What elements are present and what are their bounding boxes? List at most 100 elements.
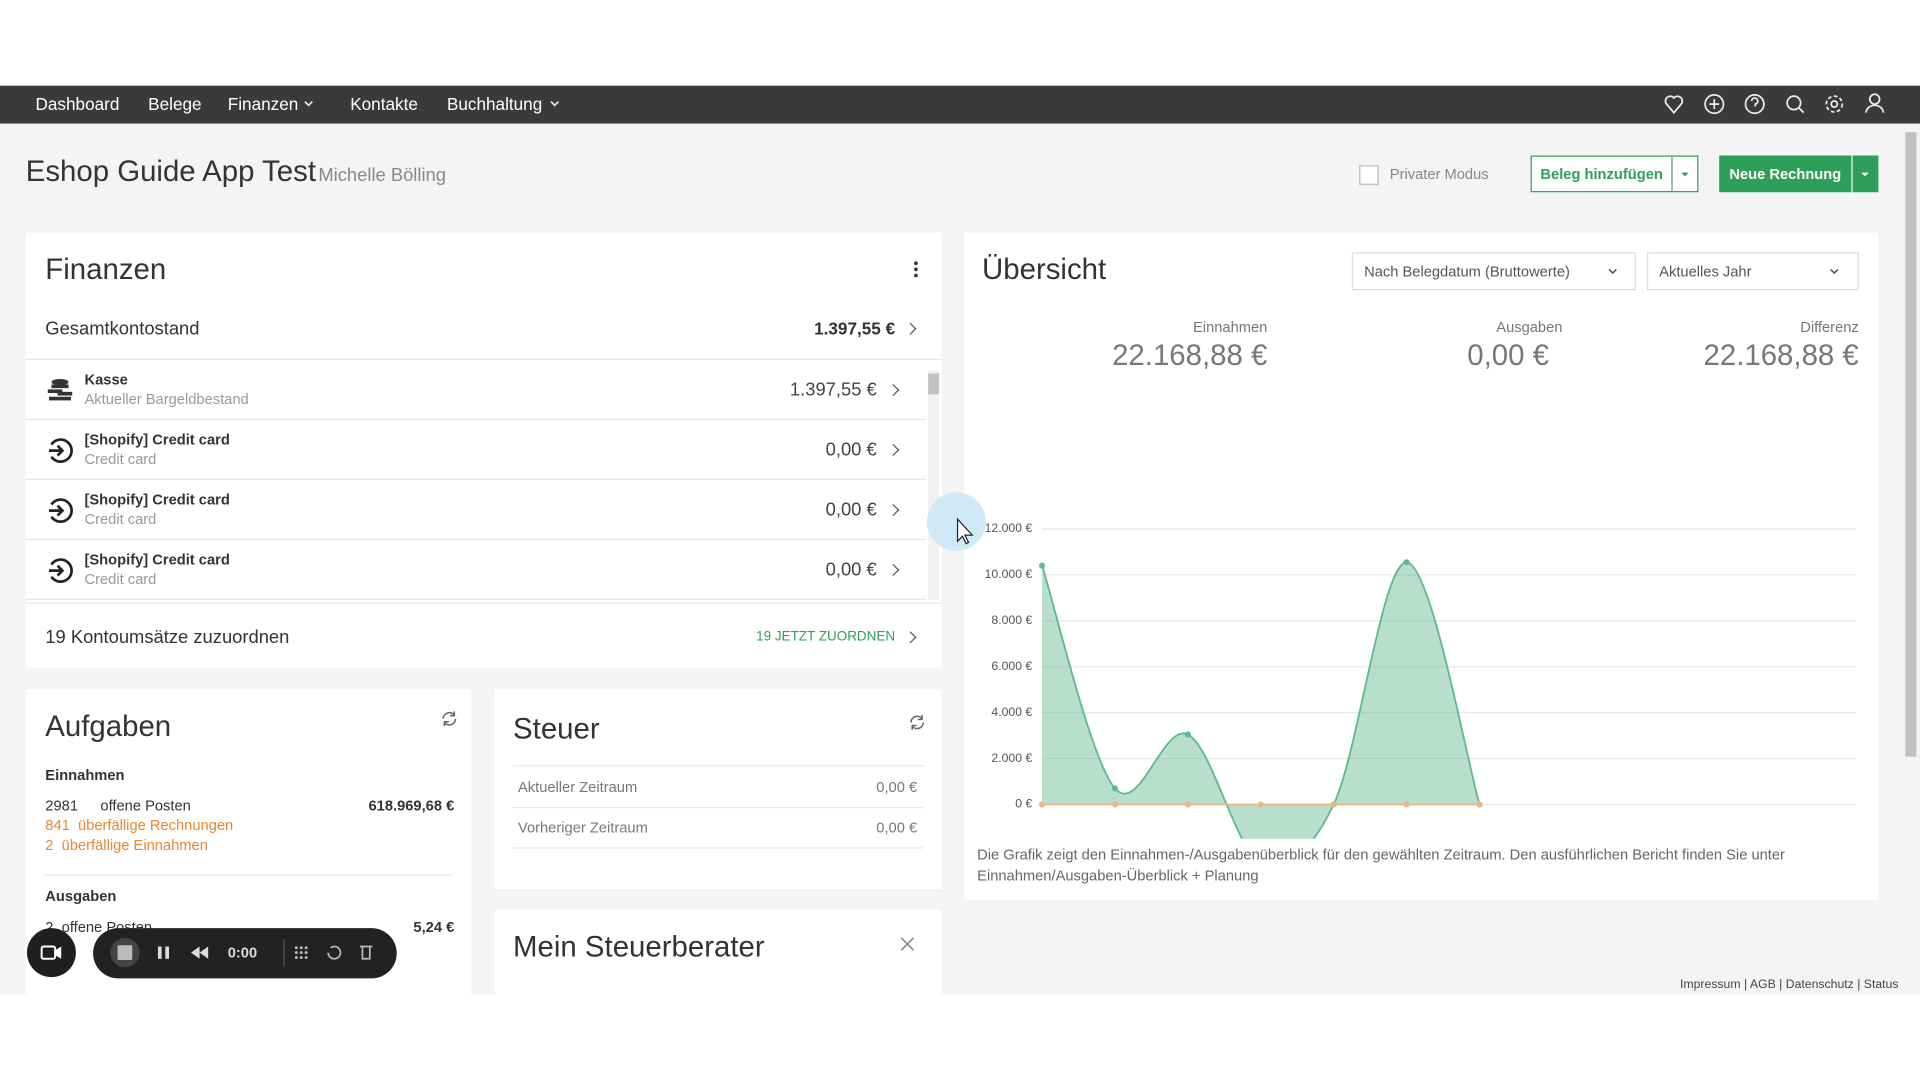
y-tick-label: 10.000 € <box>985 567 1033 581</box>
data-point <box>1330 801 1337 808</box>
footer-link[interactable]: Impressum <box>1680 978 1741 992</box>
account-row[interactable]: [Shopify] Credit card Credit card 0,00 € <box>25 540 926 601</box>
summary-value: 22.168,88 € <box>1703 339 1859 373</box>
button[interactable]: Neue Rechnung <box>1719 155 1852 193</box>
shopify-icon <box>48 498 73 523</box>
close-icon[interactable] <box>900 937 915 952</box>
account-row[interactable]: [Shopify] Credit card Credit card 0,00 € <box>25 480 926 541</box>
chevron <box>904 322 917 335</box>
tax-label: Aktueller Zeitraum <box>517 778 638 796</box>
account-name: [Shopify] Credit card <box>84 551 230 569</box>
y-tick-label: 8.000 € <box>991 613 1032 627</box>
account-name: Kasse <box>84 371 128 389</box>
camera-button[interactable] <box>26 928 76 978</box>
footer-links: Impressum | AGB | Datenschutz | Status <box>1680 978 1899 992</box>
y-tick-label: 2.000 € <box>991 751 1032 765</box>
dropdown[interactable]: Aktuelles Jahr <box>1646 252 1859 291</box>
y-tick-label: 0 € <box>1015 797 1032 811</box>
nav-item[interactable]: Buchhaltung <box>446 94 543 114</box>
nav-item[interactable]: Finanzen <box>227 94 299 114</box>
account-value: 1.397,55 € <box>789 379 877 401</box>
data-point <box>1403 801 1410 808</box>
data-point <box>1476 801 1483 808</box>
page-title: Eshop Guide App Test <box>25 155 316 189</box>
section-heading: Einnahmen <box>45 766 125 784</box>
nav-item[interactable]: Belege <box>148 94 202 114</box>
cash-icon <box>47 378 73 401</box>
data-point <box>1184 731 1191 738</box>
account-list: Kasse Aktueller Bargeldbestand 1.397,55 € [… <box>25 360 942 601</box>
sum: 5,24 € <box>413 918 455 936</box>
note-link[interactable]: Einnahmen/Ausgaben-Überblick + Planung <box>977 866 1259 885</box>
nav-bar: Dashboard Belege Finanzen Kontakte Buchh… <box>0 85 1920 124</box>
account-name: [Shopify] Credit card <box>84 431 230 449</box>
y-tick-label: 6.000 € <box>991 659 1032 673</box>
chevron <box>904 631 917 644</box>
scrollbar <box>928 369 940 601</box>
data-point <box>1111 785 1119 792</box>
scroll-thumb[interactable] <box>928 373 940 395</box>
refresh-icon[interactable] <box>907 713 927 733</box>
cursor <box>926 492 986 552</box>
advisor-panel: Mein Steuerberater <box>494 909 942 995</box>
footer-link[interactable]: Status <box>1863 978 1899 992</box>
footer-link[interactable]: Datenschutz <box>1785 978 1854 992</box>
note: Die Grafik zeigt den Einnahmen-/Ausgaben… <box>977 845 1834 887</box>
y-tick-label: 12.000 € <box>985 521 1033 535</box>
data-point <box>1257 801 1264 808</box>
overdue-link[interactable]: 841 überfällige Rechnungen <box>45 816 234 834</box>
nav-icons <box>304 93 1885 115</box>
stop-button[interactable] <box>117 945 133 961</box>
note-text: Die Grafik zeigt den Einnahmen-/Ausgaben… <box>977 846 1785 864</box>
panel-title: Mein Steuerberater <box>513 930 765 964</box>
data-point <box>1403 559 1410 566</box>
data-point <box>1038 801 1046 808</box>
unassigned-label: 19 Kontoumsätze zuzuordnen <box>45 626 290 648</box>
summary-value: 22.168,88 € <box>1112 339 1268 373</box>
chevron <box>887 383 900 397</box>
checkbox-label: Privater Modus <box>1389 165 1489 183</box>
summary-value: 0,00 € <box>1467 339 1549 373</box>
summary-label: Ausgaben <box>1496 318 1563 336</box>
checkbox[interactable] <box>1359 165 1379 185</box>
assign-link[interactable]: 19 JETZT ZUORDNEN <box>756 629 896 645</box>
tax-value: 0,00 € <box>876 819 918 837</box>
divider <box>513 765 924 767</box>
account-row[interactable]: Kasse Aktueller Bargeldbestand 1.397,55 € <box>25 360 926 421</box>
data-point <box>1111 801 1119 808</box>
shopify-icon <box>48 438 73 463</box>
tax-panel: Steuer Aktueller Zeitraum 0,00 € Vorheri… <box>494 689 942 889</box>
account-detail: Aktueller Bargeldbestand <box>84 390 249 408</box>
refresh-icon[interactable] <box>440 709 460 729</box>
section-heading: Ausgaben <box>45 887 117 905</box>
footer-link[interactable]: AGB <box>1749 978 1776 992</box>
nav-item[interactable]: Dashboard <box>35 94 120 114</box>
divider <box>513 806 924 809</box>
menu-icon[interactable] <box>911 260 921 280</box>
account-detail: Credit card <box>84 450 157 468</box>
account-value: 0,00 € <box>825 559 877 581</box>
account-value: 0,00 € <box>825 499 877 521</box>
data-point <box>1038 562 1046 569</box>
overdue-link[interactable]: 2 überfällige Einnahmen <box>45 836 208 854</box>
panel-title: Steuer <box>513 712 600 746</box>
account-name: [Shopify] Credit card <box>84 491 230 509</box>
total-label: Gesamtkontostand <box>45 318 200 340</box>
dropdown[interactable]: Nach Belegdatum (Bruttowerte) <box>1351 252 1636 291</box>
page-scroll-thumb[interactable] <box>1905 132 1917 757</box>
chevron <box>887 503 900 517</box>
account-row[interactable]: [Shopify] Credit card Credit card 0,00 € <box>25 420 926 481</box>
timer: 0:00 <box>228 946 257 962</box>
sum: 618.969,68 € <box>368 797 455 815</box>
button[interactable]: Beleg hinzufügen <box>1530 155 1673 193</box>
tax-label: Vorheriger Zeitraum <box>517 819 648 837</box>
carets <box>1681 172 1869 177</box>
nav-item[interactable]: Kontakte <box>350 94 418 114</box>
recorder: 0:00 <box>26 928 397 979</box>
label: offene Posten <box>100 797 191 815</box>
account-detail: Credit card <box>84 570 157 588</box>
divider <box>25 602 942 604</box>
panel-title: Finanzen <box>45 253 167 287</box>
tax-value: 0,00 € <box>876 778 918 796</box>
